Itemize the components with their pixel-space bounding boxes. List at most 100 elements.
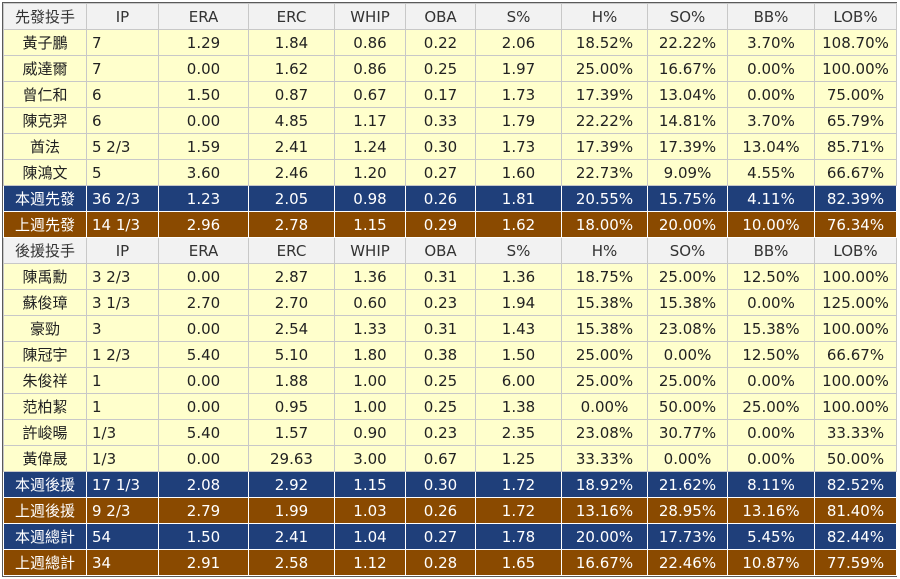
cell-erc: 5.10 <box>248 341 335 368</box>
cell-whip: 1.33 <box>334 315 406 342</box>
cell-era: 0.00 <box>158 315 249 342</box>
cell-s-pct: 1.94 <box>475 289 562 316</box>
cell-erc: 4.85 <box>248 107 335 134</box>
cell-era: 0.00 <box>158 393 249 420</box>
cell-so-pct: 21.62% <box>647 471 728 498</box>
cell-ip: 3 1/3 <box>86 289 159 316</box>
cell-lob-pct: 100.00% <box>814 55 897 82</box>
cell-whip: 1.15 <box>334 211 406 238</box>
cell-lob-pct: 82.44% <box>814 523 897 550</box>
cell-erc: 2.05 <box>248 185 335 212</box>
last-week-total-row: 上週後援 9 2/3 2.79 1.99 1.03 0.26 1.72 13.16% 28.95… <box>3 497 897 524</box>
cell-bb-pct: 3.70% <box>727 29 815 56</box>
cell-erc: 1.88 <box>248 367 335 394</box>
cell-whip: 1.80 <box>334 341 406 368</box>
cell-bb-pct: 10.00% <box>727 211 815 238</box>
cell-ip: 9 2/3 <box>86 497 159 524</box>
table-row: 陳冠宇 1 2/3 5.40 5.10 1.80 0.38 1.50 25.00% 0.00% 1… <box>3 341 897 368</box>
cell-bb-pct: 13.04% <box>727 133 815 160</box>
column-header-so-pct: SO% <box>647 3 728 30</box>
this-week-total-row: 本週總計 54 1.50 2.41 1.04 0.27 1.78 20.00% 17.73% 5.… <box>3 523 897 550</box>
cell-h-pct: 22.73% <box>561 159 648 186</box>
cell-player: 陳鴻文 <box>3 159 87 186</box>
column-header-lob-pct: LOB% <box>814 237 897 264</box>
cell-whip: 0.67 <box>334 81 406 108</box>
cell-whip: 0.98 <box>334 185 406 212</box>
cell-lob-pct: 100.00% <box>814 393 897 420</box>
table-row: 范柏絜 1 0.00 0.95 1.00 0.25 1.38 0.00% 50.00% 25.00… <box>3 393 897 420</box>
cell-h-pct: 17.39% <box>561 81 648 108</box>
column-header-whip: WHIP <box>334 3 406 30</box>
cell-bb-pct: 8.11% <box>727 471 815 498</box>
table-row: 陳鴻文 5 3.60 2.46 1.20 0.27 1.60 22.73% 9.09% 4.55%… <box>3 159 897 186</box>
cell-era: 5.40 <box>158 341 249 368</box>
cell-so-pct: 0.00% <box>647 445 728 472</box>
cell-player: 上週後援 <box>3 497 87 524</box>
cell-ip: 7 <box>86 55 159 82</box>
cell-ip: 5 2/3 <box>86 133 159 160</box>
column-header-bb-pct: BB% <box>727 3 815 30</box>
cell-era: 1.23 <box>158 185 249 212</box>
cell-ip: 1 2/3 <box>86 341 159 368</box>
cell-oba: 0.26 <box>405 185 476 212</box>
cell-h-pct: 18.52% <box>561 29 648 56</box>
cell-erc: 2.41 <box>248 523 335 550</box>
cell-s-pct: 1.25 <box>475 445 562 472</box>
cell-lob-pct: 100.00% <box>814 367 897 394</box>
cell-s-pct: 1.81 <box>475 185 562 212</box>
cell-player: 許峻暘 <box>3 419 87 446</box>
column-header-h-pct: H% <box>561 237 648 264</box>
cell-so-pct: 15.75% <box>647 185 728 212</box>
cell-ip: 3 <box>86 315 159 342</box>
cell-s-pct: 1.79 <box>475 107 562 134</box>
cell-player: 曾仁和 <box>3 81 87 108</box>
column-header-era: ERA <box>158 237 249 264</box>
cell-player: 本週先發 <box>3 185 87 212</box>
cell-whip: 0.86 <box>334 55 406 82</box>
cell-era: 0.00 <box>158 55 249 82</box>
column-header-erc: ERC <box>248 237 335 264</box>
cell-erc: 0.95 <box>248 393 335 420</box>
this-week-total-row: 本週後援 17 1/3 2.08 2.92 1.15 0.30 1.72 18.92% 21.6… <box>3 471 897 498</box>
cell-lob-pct: 33.33% <box>814 419 897 446</box>
this-week-total-row: 本週先發 36 2/3 1.23 2.05 0.98 0.26 1.81 20.55% 15.7… <box>3 185 897 212</box>
cell-oba: 0.38 <box>405 341 476 368</box>
cell-lob-pct: 100.00% <box>814 315 897 342</box>
cell-so-pct: 30.77% <box>647 419 728 446</box>
cell-so-pct: 50.00% <box>647 393 728 420</box>
table-row: 陳禹勳 3 2/3 0.00 2.87 1.36 0.31 1.36 18.75% 25.00%… <box>3 263 897 290</box>
column-header-player: 後援投手 <box>3 237 87 264</box>
cell-bb-pct: 0.00% <box>727 367 815 394</box>
cell-bb-pct: 0.00% <box>727 445 815 472</box>
cell-so-pct: 9.09% <box>647 159 728 186</box>
cell-bb-pct: 12.50% <box>727 263 815 290</box>
cell-era: 1.50 <box>158 81 249 108</box>
cell-h-pct: 22.22% <box>561 107 648 134</box>
cell-era: 2.08 <box>158 471 249 498</box>
cell-so-pct: 17.39% <box>647 133 728 160</box>
cell-whip: 0.60 <box>334 289 406 316</box>
cell-player: 酋法 <box>3 133 87 160</box>
pitching-stats-table: 先發投手 IP ERA ERC WHIP OBA S% H% SO% BB% LOB% 黃子鵬 7 1.2… <box>3 3 897 576</box>
cell-s-pct: 1.72 <box>475 497 562 524</box>
cell-lob-pct: 85.71% <box>814 133 897 160</box>
cell-s-pct: 1.60 <box>475 159 562 186</box>
cell-s-pct: 1.72 <box>475 471 562 498</box>
cell-era: 2.70 <box>158 289 249 316</box>
cell-oba: 0.30 <box>405 133 476 160</box>
cell-so-pct: 20.00% <box>647 211 728 238</box>
cell-s-pct: 1.73 <box>475 81 562 108</box>
table-row: 黃子鵬 7 1.29 1.84 0.86 0.22 2.06 18.52% 22.22% 3.70… <box>3 29 897 56</box>
cell-oba: 0.25 <box>405 393 476 420</box>
cell-bb-pct: 25.00% <box>727 393 815 420</box>
cell-oba: 0.22 <box>405 29 476 56</box>
cell-whip: 1.00 <box>334 393 406 420</box>
cell-s-pct: 2.06 <box>475 29 562 56</box>
cell-player: 豪勁 <box>3 315 87 342</box>
cell-ip: 14 1/3 <box>86 211 159 238</box>
cell-oba: 0.23 <box>405 419 476 446</box>
cell-era: 2.79 <box>158 497 249 524</box>
cell-era: 0.00 <box>158 107 249 134</box>
table-row: 曾仁和 6 1.50 0.87 0.67 0.17 1.73 17.39% 13.04% 0.00… <box>3 81 897 108</box>
